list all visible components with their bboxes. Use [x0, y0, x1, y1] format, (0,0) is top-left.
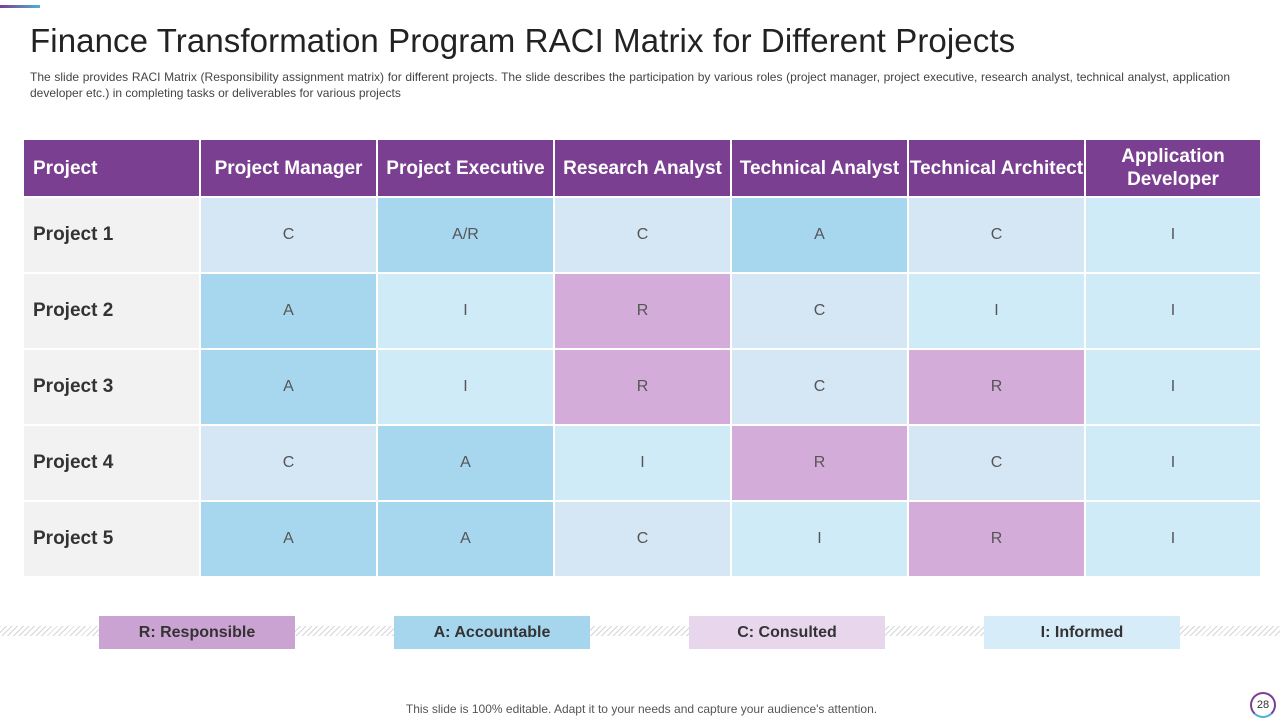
raci-cell: I [1084, 196, 1262, 274]
raci-cell: I [553, 424, 732, 502]
legend-consulted: C: Consulted [689, 616, 885, 649]
row-label-project-5: Project 5 [22, 500, 201, 578]
legend-accountable: A: Accountable [394, 616, 590, 649]
table-row: Project 5 A A C I R I [22, 500, 1262, 578]
top-accent-line [0, 5, 40, 8]
raci-cell: R [907, 348, 1086, 426]
raci-cell: C [907, 424, 1086, 502]
raci-cell: C [730, 272, 909, 350]
raci-cell: I [1084, 500, 1262, 578]
raci-cell: A [376, 500, 555, 578]
footer-note: This slide is 100% editable. Adapt it to… [405, 702, 878, 716]
raci-cell: R [553, 272, 732, 350]
raci-cell: I [1084, 348, 1262, 426]
raci-cell: A [730, 196, 909, 274]
header-project-executive: Project Executive [376, 138, 555, 198]
row-label-project-2: Project 2 [22, 272, 201, 350]
page-number-badge: 28 [1250, 692, 1276, 718]
raci-cell: C [553, 500, 732, 578]
raci-cell: C [199, 424, 378, 502]
table-row: Project 2 A I R C I I [22, 272, 1262, 350]
row-label-project-1: Project 1 [22, 196, 201, 274]
slide-subtitle: The slide provides RACI Matrix (Responsi… [30, 70, 1230, 100]
raci-cell: A/R [376, 196, 555, 274]
table-row: Project 3 A I R C R I [22, 348, 1262, 426]
raci-cell: I [376, 272, 555, 350]
raci-cell: I [1084, 272, 1262, 350]
raci-cell: C [199, 196, 378, 274]
raci-cell: A [199, 500, 378, 578]
table-row: Project 1 C A/R C A C I [22, 196, 1262, 274]
raci-cell: C [553, 196, 732, 274]
raci-cell: I [1084, 424, 1262, 502]
slide-title: Finance Transformation Program RACI Matr… [30, 22, 1016, 59]
raci-cell: R [907, 500, 1086, 578]
legend-hatched-band [0, 626, 1280, 636]
row-label-project-3: Project 3 [22, 348, 201, 426]
row-label-project-4: Project 4 [22, 424, 201, 502]
raci-cell: R [553, 348, 732, 426]
header-technical-architect: Technical Architect [907, 138, 1086, 198]
raci-cell: I [907, 272, 1086, 350]
raci-matrix-table: Project Project Manager Project Executiv… [22, 138, 1262, 578]
raci-cell: I [730, 500, 909, 578]
raci-cell: C [730, 348, 909, 426]
legend-informed: I: Informed [984, 616, 1180, 649]
raci-cell: I [376, 348, 555, 426]
legend-responsible: R: Responsible [99, 616, 295, 649]
raci-cell: R [730, 424, 909, 502]
header-technical-analyst: Technical Analyst [730, 138, 909, 198]
raci-cell: A [199, 348, 378, 426]
header-application-developer: Application Developer [1084, 138, 1262, 198]
table-header-row: Project Project Manager Project Executiv… [22, 138, 1262, 198]
table-row: Project 4 C A I R C I [22, 424, 1262, 502]
raci-cell: A [199, 272, 378, 350]
header-project: Project [22, 138, 201, 198]
raci-cell: A [376, 424, 555, 502]
header-research-analyst: Research Analyst [553, 138, 732, 198]
raci-cell: C [907, 196, 1086, 274]
header-project-manager: Project Manager [199, 138, 378, 198]
